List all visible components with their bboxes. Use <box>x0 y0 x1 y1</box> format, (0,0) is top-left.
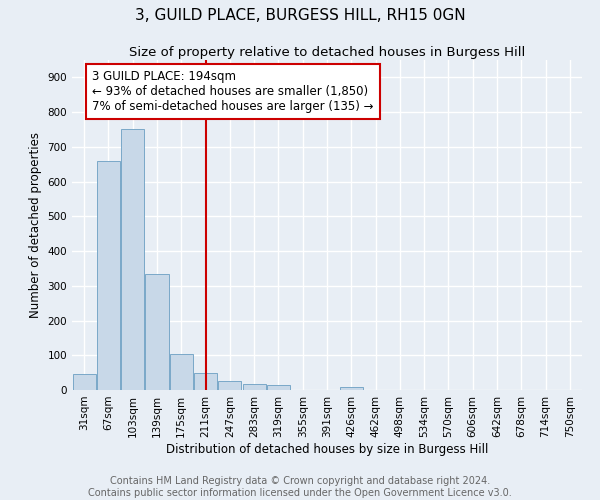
Bar <box>170 354 193 390</box>
Text: 3, GUILD PLACE, BURGESS HILL, RH15 0GN: 3, GUILD PLACE, BURGESS HILL, RH15 0GN <box>134 8 466 22</box>
Text: Contains HM Land Registry data © Crown copyright and database right 2024.
Contai: Contains HM Land Registry data © Crown c… <box>88 476 512 498</box>
Bar <box>97 160 120 390</box>
Bar <box>218 382 241 390</box>
Text: 3 GUILD PLACE: 194sqm
← 93% of detached houses are smaller (1,850)
7% of semi-de: 3 GUILD PLACE: 194sqm ← 93% of detached … <box>92 70 374 113</box>
Bar <box>267 386 290 390</box>
Bar <box>121 130 144 390</box>
Bar <box>194 372 217 390</box>
Bar <box>73 374 95 390</box>
Y-axis label: Number of detached properties: Number of detached properties <box>29 132 42 318</box>
Bar <box>242 384 266 390</box>
Title: Size of property relative to detached houses in Burgess Hill: Size of property relative to detached ho… <box>129 46 525 59</box>
Bar <box>145 274 169 390</box>
X-axis label: Distribution of detached houses by size in Burgess Hill: Distribution of detached houses by size … <box>166 442 488 456</box>
Bar <box>340 386 363 390</box>
